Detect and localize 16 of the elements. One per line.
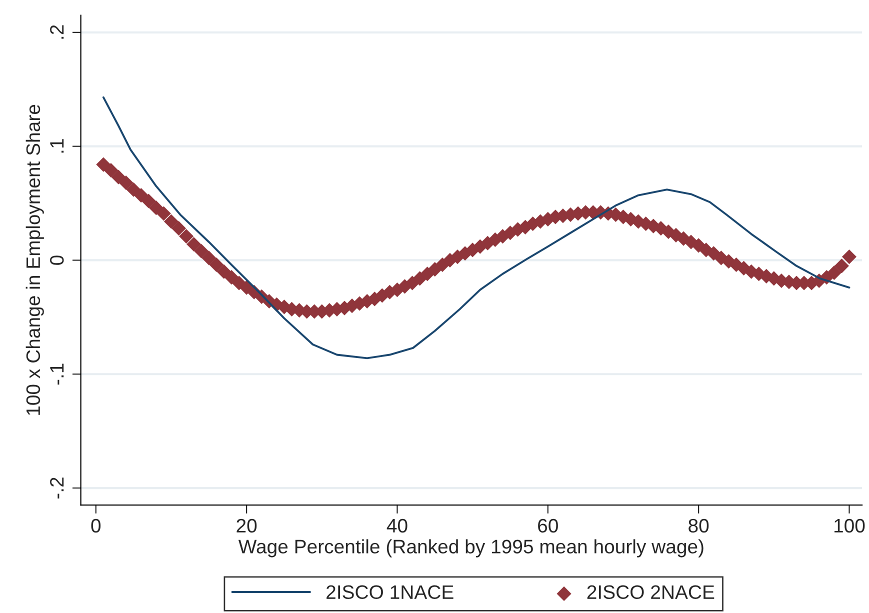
x-tick-label: 40 <box>386 518 408 533</box>
x-tick-label: 0 <box>91 518 101 533</box>
x-tick-label: 60 <box>538 518 558 533</box>
y-tick-label: 0 <box>50 256 64 265</box>
legend-label: 2ISCO 1NACE <box>326 585 454 600</box>
y-tick-label: -.1 <box>50 364 64 385</box>
y-tick-label: -.2 <box>50 478 64 499</box>
line-series <box>102 96 850 360</box>
legend-label: 2ISCO 2NACE <box>587 585 714 600</box>
x-tick-label: 80 <box>688 518 709 533</box>
y-tick-label: .2 <box>50 25 64 39</box>
y-axis-title: 100 x Change in Employment Share <box>26 104 44 415</box>
x-tick-label: 100 <box>834 518 865 533</box>
x-axis-title: Wage Percentile (Ranked by 1995 mean hourly wage) <box>238 539 704 558</box>
y-tick-label: .1 <box>50 139 64 153</box>
x-tick-label: 20 <box>236 518 257 533</box>
